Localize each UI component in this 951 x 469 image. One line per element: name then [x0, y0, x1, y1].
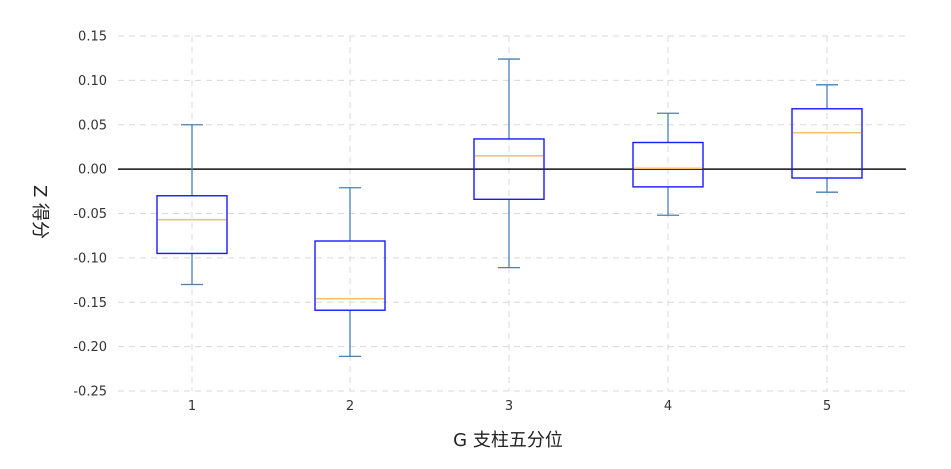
iqr-box	[632, 141, 704, 188]
iqr-box	[314, 240, 386, 311]
box-5	[791, 84, 863, 193]
y-tick-label: 0.10	[78, 74, 107, 89]
y-tick-label: -0.25	[73, 385, 107, 400]
box-2	[314, 187, 386, 358]
y-tick-label: -0.15	[73, 296, 107, 311]
y-tick-label: -0.20	[73, 340, 107, 355]
iqr-box	[156, 195, 228, 255]
iqr-box	[791, 108, 863, 179]
iqr-box	[473, 138, 545, 200]
boxes	[156, 58, 863, 358]
x-tick-label: 4	[664, 399, 672, 414]
x-tick-label: 3	[505, 399, 513, 414]
y-tick-label: -0.10	[73, 251, 107, 266]
box-1	[156, 124, 228, 286]
y-tick-label: 0.15	[78, 30, 107, 45]
x-tick-label: 1	[188, 399, 196, 414]
x-axis-label: G 支柱五分位	[453, 430, 563, 451]
x-tick-label: 2	[346, 399, 354, 414]
y-tick-label: 0.05	[78, 118, 107, 133]
y-axis-label: Z 得分	[29, 185, 50, 239]
y-tick-label: -0.05	[73, 207, 107, 222]
x-tick-label: 5	[823, 399, 831, 414]
box-4	[632, 112, 704, 216]
y-tick-label: 0.00	[78, 163, 107, 178]
box-3	[473, 58, 545, 269]
y-axis: 0.15 0.10 0.05 0.00 -0.05 -0.10 -0.15 -0.20 -0.2…	[73, 30, 107, 400]
grid-lines	[118, 35, 906, 392]
x-axis: 1 2 3 4 5	[188, 399, 831, 414]
